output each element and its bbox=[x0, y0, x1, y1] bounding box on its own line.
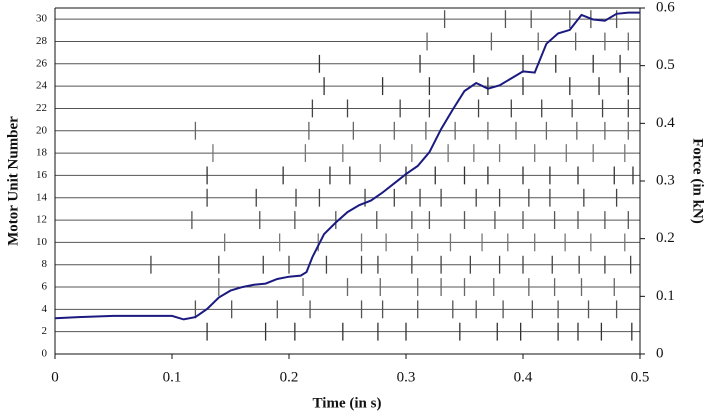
y2-tick-label: 0.1 bbox=[656, 288, 675, 304]
y2-axis-label: Force (in kN) bbox=[690, 138, 706, 224]
y-tick-label: 10 bbox=[36, 236, 48, 248]
force-line bbox=[54, 11, 640, 321]
y-tick-label: 18 bbox=[36, 147, 48, 159]
y2-tick-label: 0.2 bbox=[656, 230, 675, 246]
y2-tick-label: 0.4 bbox=[656, 115, 675, 131]
y-tick-label: 30 bbox=[36, 13, 48, 25]
x-tick-label: 0.2 bbox=[280, 369, 299, 385]
y-axis-label: Motor Unit Number bbox=[5, 116, 21, 246]
y-tick-label: 20 bbox=[36, 124, 48, 136]
y-tick-label: 0 bbox=[42, 348, 48, 360]
y-tick-label: 26 bbox=[36, 57, 48, 69]
y-tick-label: 28 bbox=[36, 35, 48, 47]
y2-tick-label: 0.5 bbox=[656, 57, 675, 73]
y-tick-label: 2 bbox=[42, 325, 48, 337]
y-tick-label: 24 bbox=[36, 80, 48, 92]
y2-tick-label: 0.6 bbox=[656, 0, 675, 15]
y-tick-label: 6 bbox=[42, 281, 48, 293]
x-tick-label: 0.3 bbox=[397, 369, 416, 385]
y2-tick-label: 0.3 bbox=[656, 172, 675, 188]
y-tick-label: 14 bbox=[36, 191, 48, 203]
x-tick-label: 0.4 bbox=[514, 369, 533, 385]
y-tick-label: 22 bbox=[36, 102, 47, 114]
x-axis-label: Time (in s) bbox=[313, 395, 382, 411]
y-tick-label: 12 bbox=[36, 214, 47, 226]
y2-tick-label: 0 bbox=[656, 345, 664, 361]
x-tick-label: 0.1 bbox=[163, 369, 182, 385]
y-tick-label: 8 bbox=[42, 258, 48, 270]
x-tick-label: 0.5 bbox=[631, 369, 650, 385]
y-tick-label: 4 bbox=[42, 303, 48, 315]
x-tick-label: 0 bbox=[51, 369, 59, 385]
y-tick-label: 16 bbox=[36, 169, 48, 181]
